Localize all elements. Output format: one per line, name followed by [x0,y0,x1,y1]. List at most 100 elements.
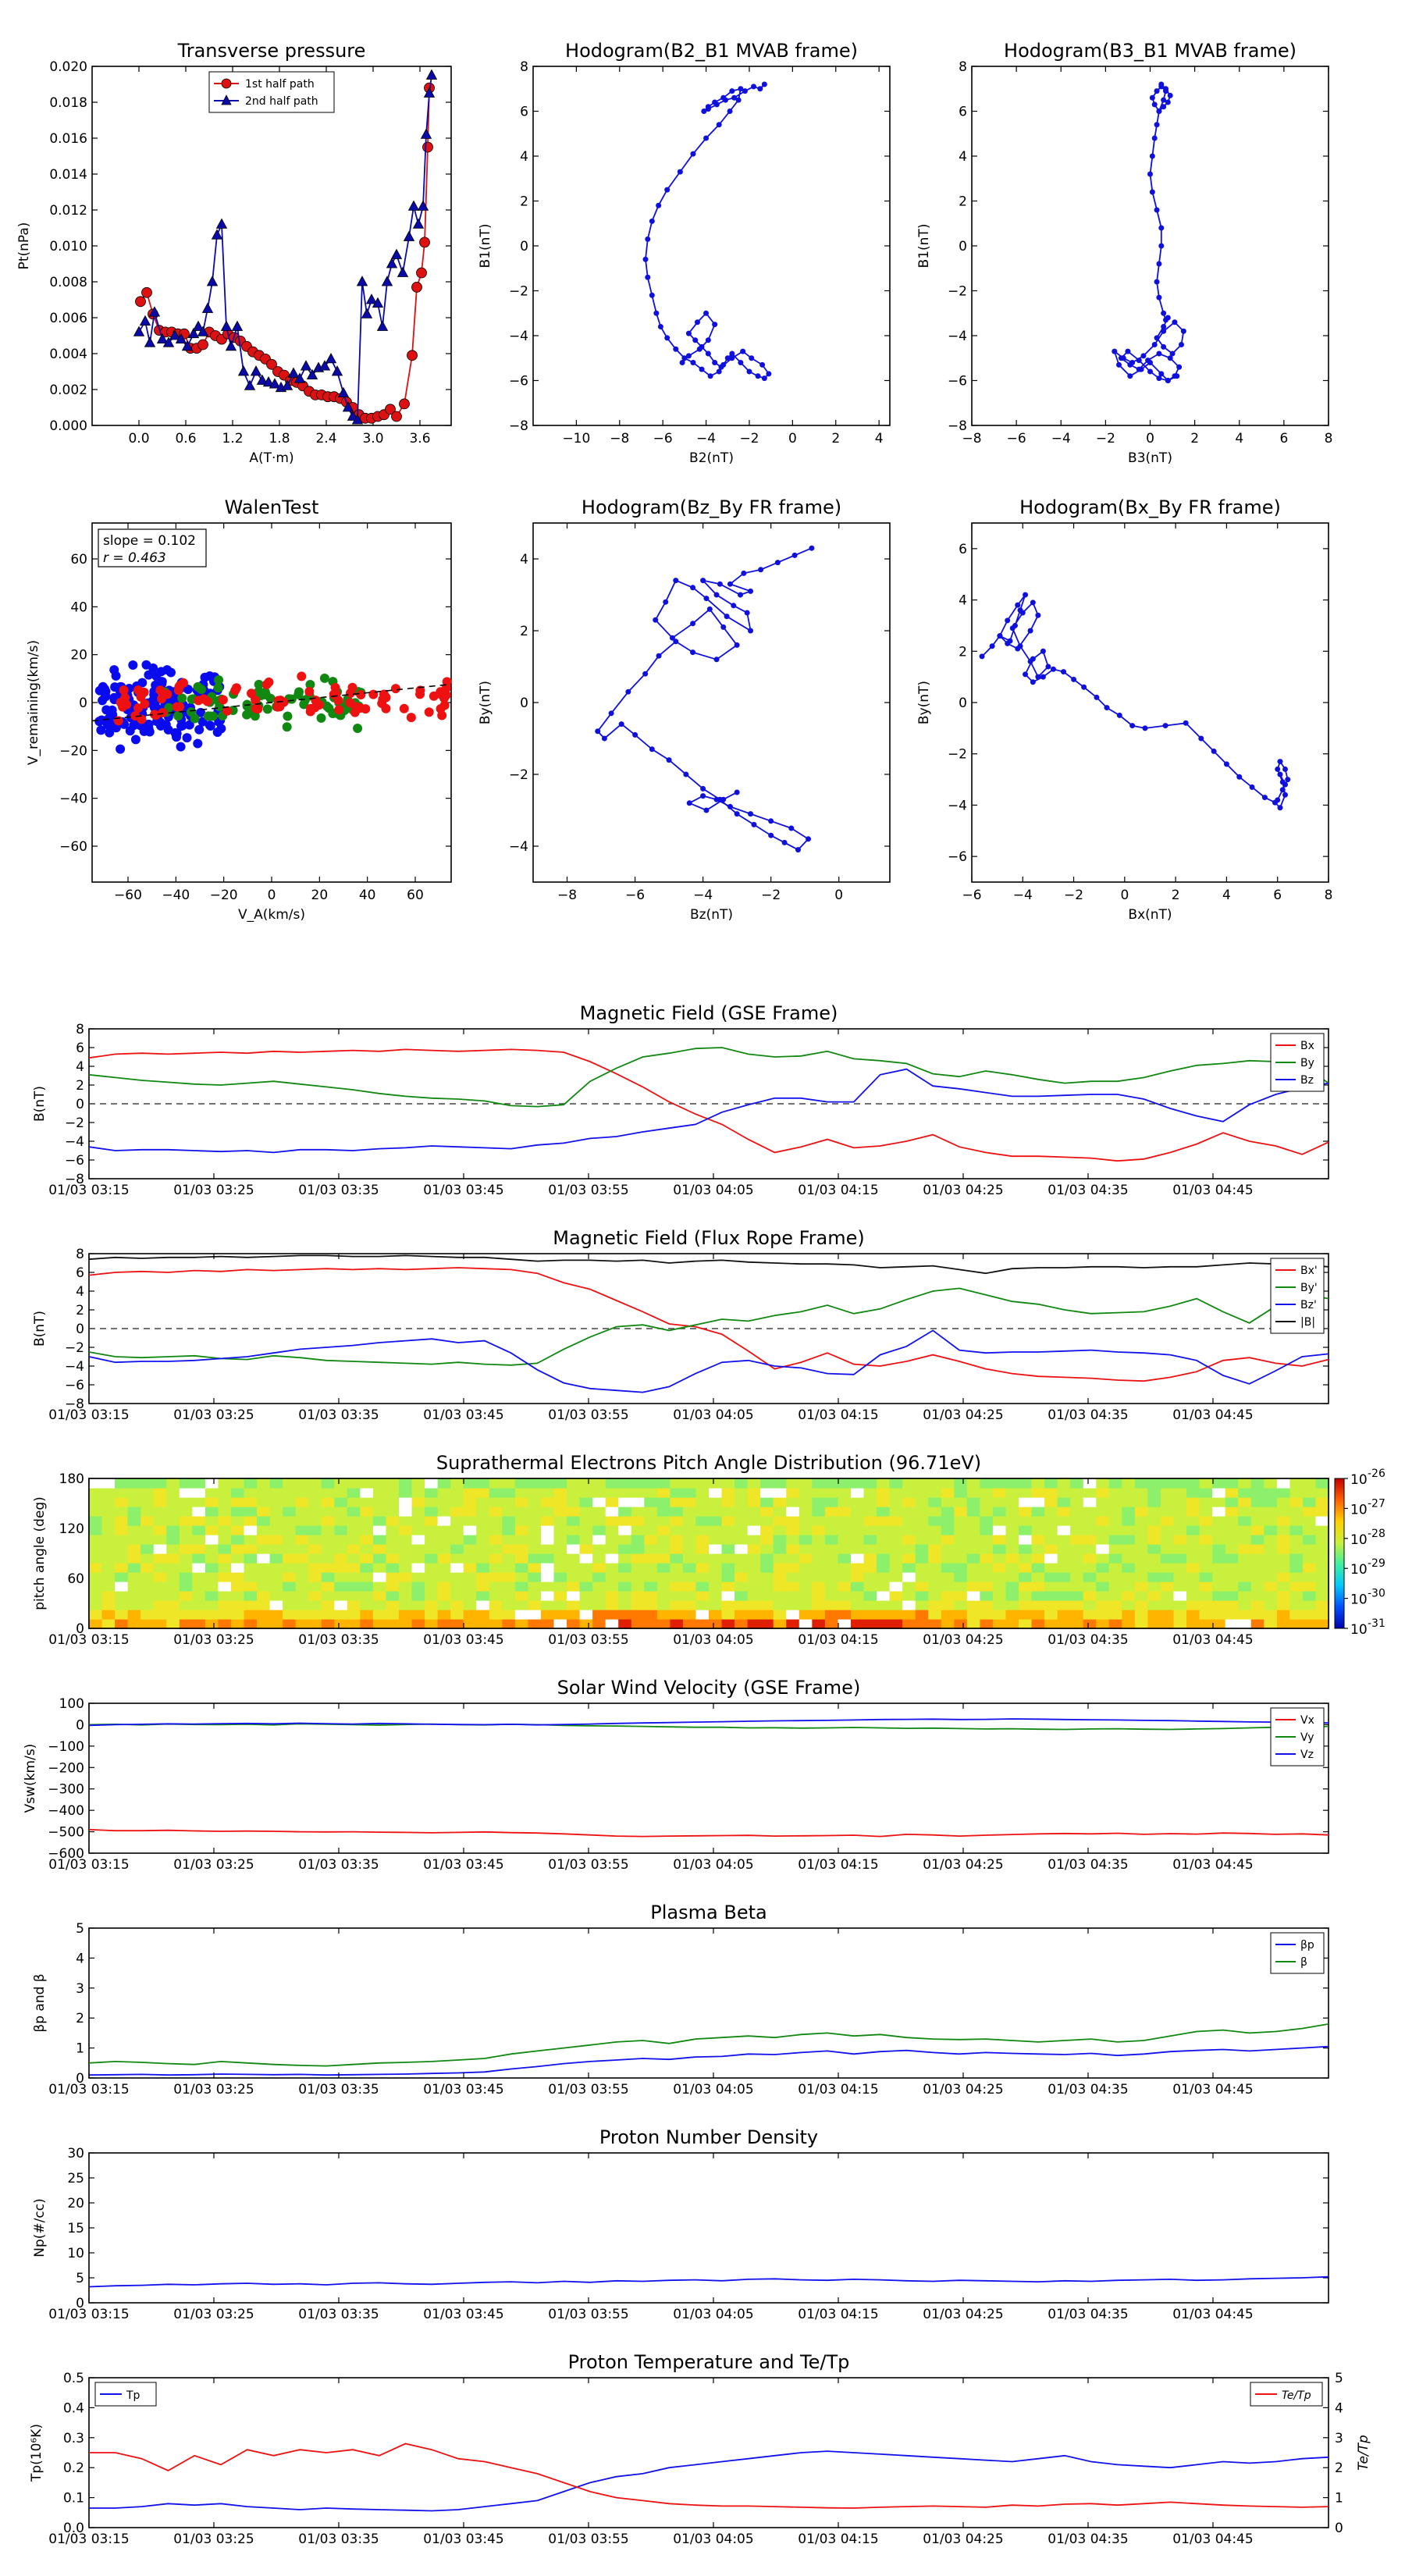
heatmap-cell [592,1544,606,1554]
heatmap-cell [1057,1507,1071,1517]
heatmap-cell [915,1563,929,1573]
heatmap-cell [192,1535,206,1545]
heatmap-cell [760,1488,774,1498]
heatmap-cell [166,1488,180,1498]
data-point [157,677,167,687]
heatmap-cell [1031,1497,1045,1507]
heatmap-cell [592,1610,606,1620]
data-point [305,679,315,689]
plot-frame [88,1703,1329,1854]
heatmap-cell [656,1582,670,1592]
heatmap-cell [1302,1516,1317,1526]
heatmap-cell [101,1525,116,1535]
heatmap-cell [411,1619,425,1629]
heatmap-cell [1225,1563,1239,1573]
heatmap-cell [928,1497,942,1507]
heatmap-cell [308,1507,322,1517]
heatmap-cell [140,1582,155,1592]
heatmap-cell [179,1535,193,1545]
heatmap-cell [992,1478,1007,1489]
heatmap-cell [283,1563,297,1573]
data-point [1161,97,1167,103]
heatmap-cell [1276,1516,1290,1526]
heatmap-cell [682,1516,697,1526]
heatmap-cell [656,1544,670,1554]
heatmap-cell [1108,1563,1122,1573]
data-point [595,728,601,735]
heatmap-cell [179,1563,193,1573]
y-tick-label: 5 [76,2271,84,2286]
heatmap-cell [954,1572,968,1582]
heatmap-cell [605,1572,619,1582]
heatmap-cell [1108,1516,1122,1526]
heatmap-cell [334,1610,348,1620]
heatmap-cell [1122,1507,1136,1517]
series-Tp-line [89,2450,1329,2512]
legend-box [1270,1932,1325,1974]
heatmap-cell [115,1600,129,1610]
heatmap-cell [799,1478,813,1489]
heatmap-cell [1134,1497,1149,1507]
y-tick-label: 120 [59,1521,84,1537]
heatmap-cell [1315,1582,1329,1592]
heatmap-cell [1005,1591,1019,1601]
data-point [162,336,175,347]
time-tick-label: 01/03 03:25 [173,2307,254,2322]
heatmap-cell [1302,1600,1317,1610]
y-tick-label: −20 [59,743,87,759]
data-point [225,340,237,351]
heatmap-cell [1302,1610,1317,1620]
heatmap-cell [824,1488,839,1498]
heatmap-cell [1147,1553,1161,1564]
data-point [685,353,692,359]
heatmap-cell [1031,1553,1045,1564]
heatmap-cell [1031,1572,1045,1582]
data-point [116,744,126,754]
heatmap-cell [670,1488,684,1498]
heatmap-cell [1250,1591,1264,1601]
data-point [705,350,711,357]
heatmap-cell [1147,1497,1161,1507]
heatmap-cell [631,1507,645,1517]
time-tick-label: 01/03 03:35 [298,2082,379,2097]
legend-label: Vz [1300,1749,1314,1761]
heatmap-cell [954,1600,968,1610]
heatmap-cell [437,1535,451,1545]
data-point [1154,335,1160,341]
heatmap-cell [450,1544,464,1554]
heatmap-cell [773,1572,787,1582]
heatmap-cell [489,1591,503,1601]
heatmap-cell [153,1535,167,1545]
heatmap-cell [709,1516,723,1526]
heatmap-cell [682,1582,697,1592]
heatmap-cell [735,1507,749,1517]
heatmap-cell [308,1478,322,1489]
heatmap-cell [205,1478,219,1489]
heatmap-cell [230,1582,245,1592]
heatmap-cell [656,1563,670,1573]
heatmap-cell [1044,1572,1058,1582]
plot-frame [91,66,452,426]
heatmap-cell [334,1582,348,1592]
heatmap-cell [1225,1582,1239,1592]
heatmap-cell [244,1497,258,1507]
data-point [125,726,135,736]
heatmap-cell [992,1535,1007,1545]
heatmap-cell [334,1544,348,1554]
time-tick-label: 01/03 04:05 [673,2307,753,2322]
heatmap-cell [192,1478,206,1489]
data-point [729,88,735,94]
time-tick-label: 01/03 04:15 [798,1407,878,1423]
heatmap-cell [205,1572,219,1582]
data-point [350,707,360,717]
heatmap-cell [644,1619,658,1629]
heatmap-cell [1289,1572,1304,1582]
data-point [748,811,754,817]
series-Bz-line [88,1068,1329,1154]
y-tick-label: 10 [67,2246,84,2261]
heatmap-cell [721,1535,735,1545]
heatmap-cell [463,1525,477,1535]
heatmap-cell [244,1563,258,1573]
heatmap-cell [799,1488,813,1498]
heatmap-cell [954,1553,968,1564]
